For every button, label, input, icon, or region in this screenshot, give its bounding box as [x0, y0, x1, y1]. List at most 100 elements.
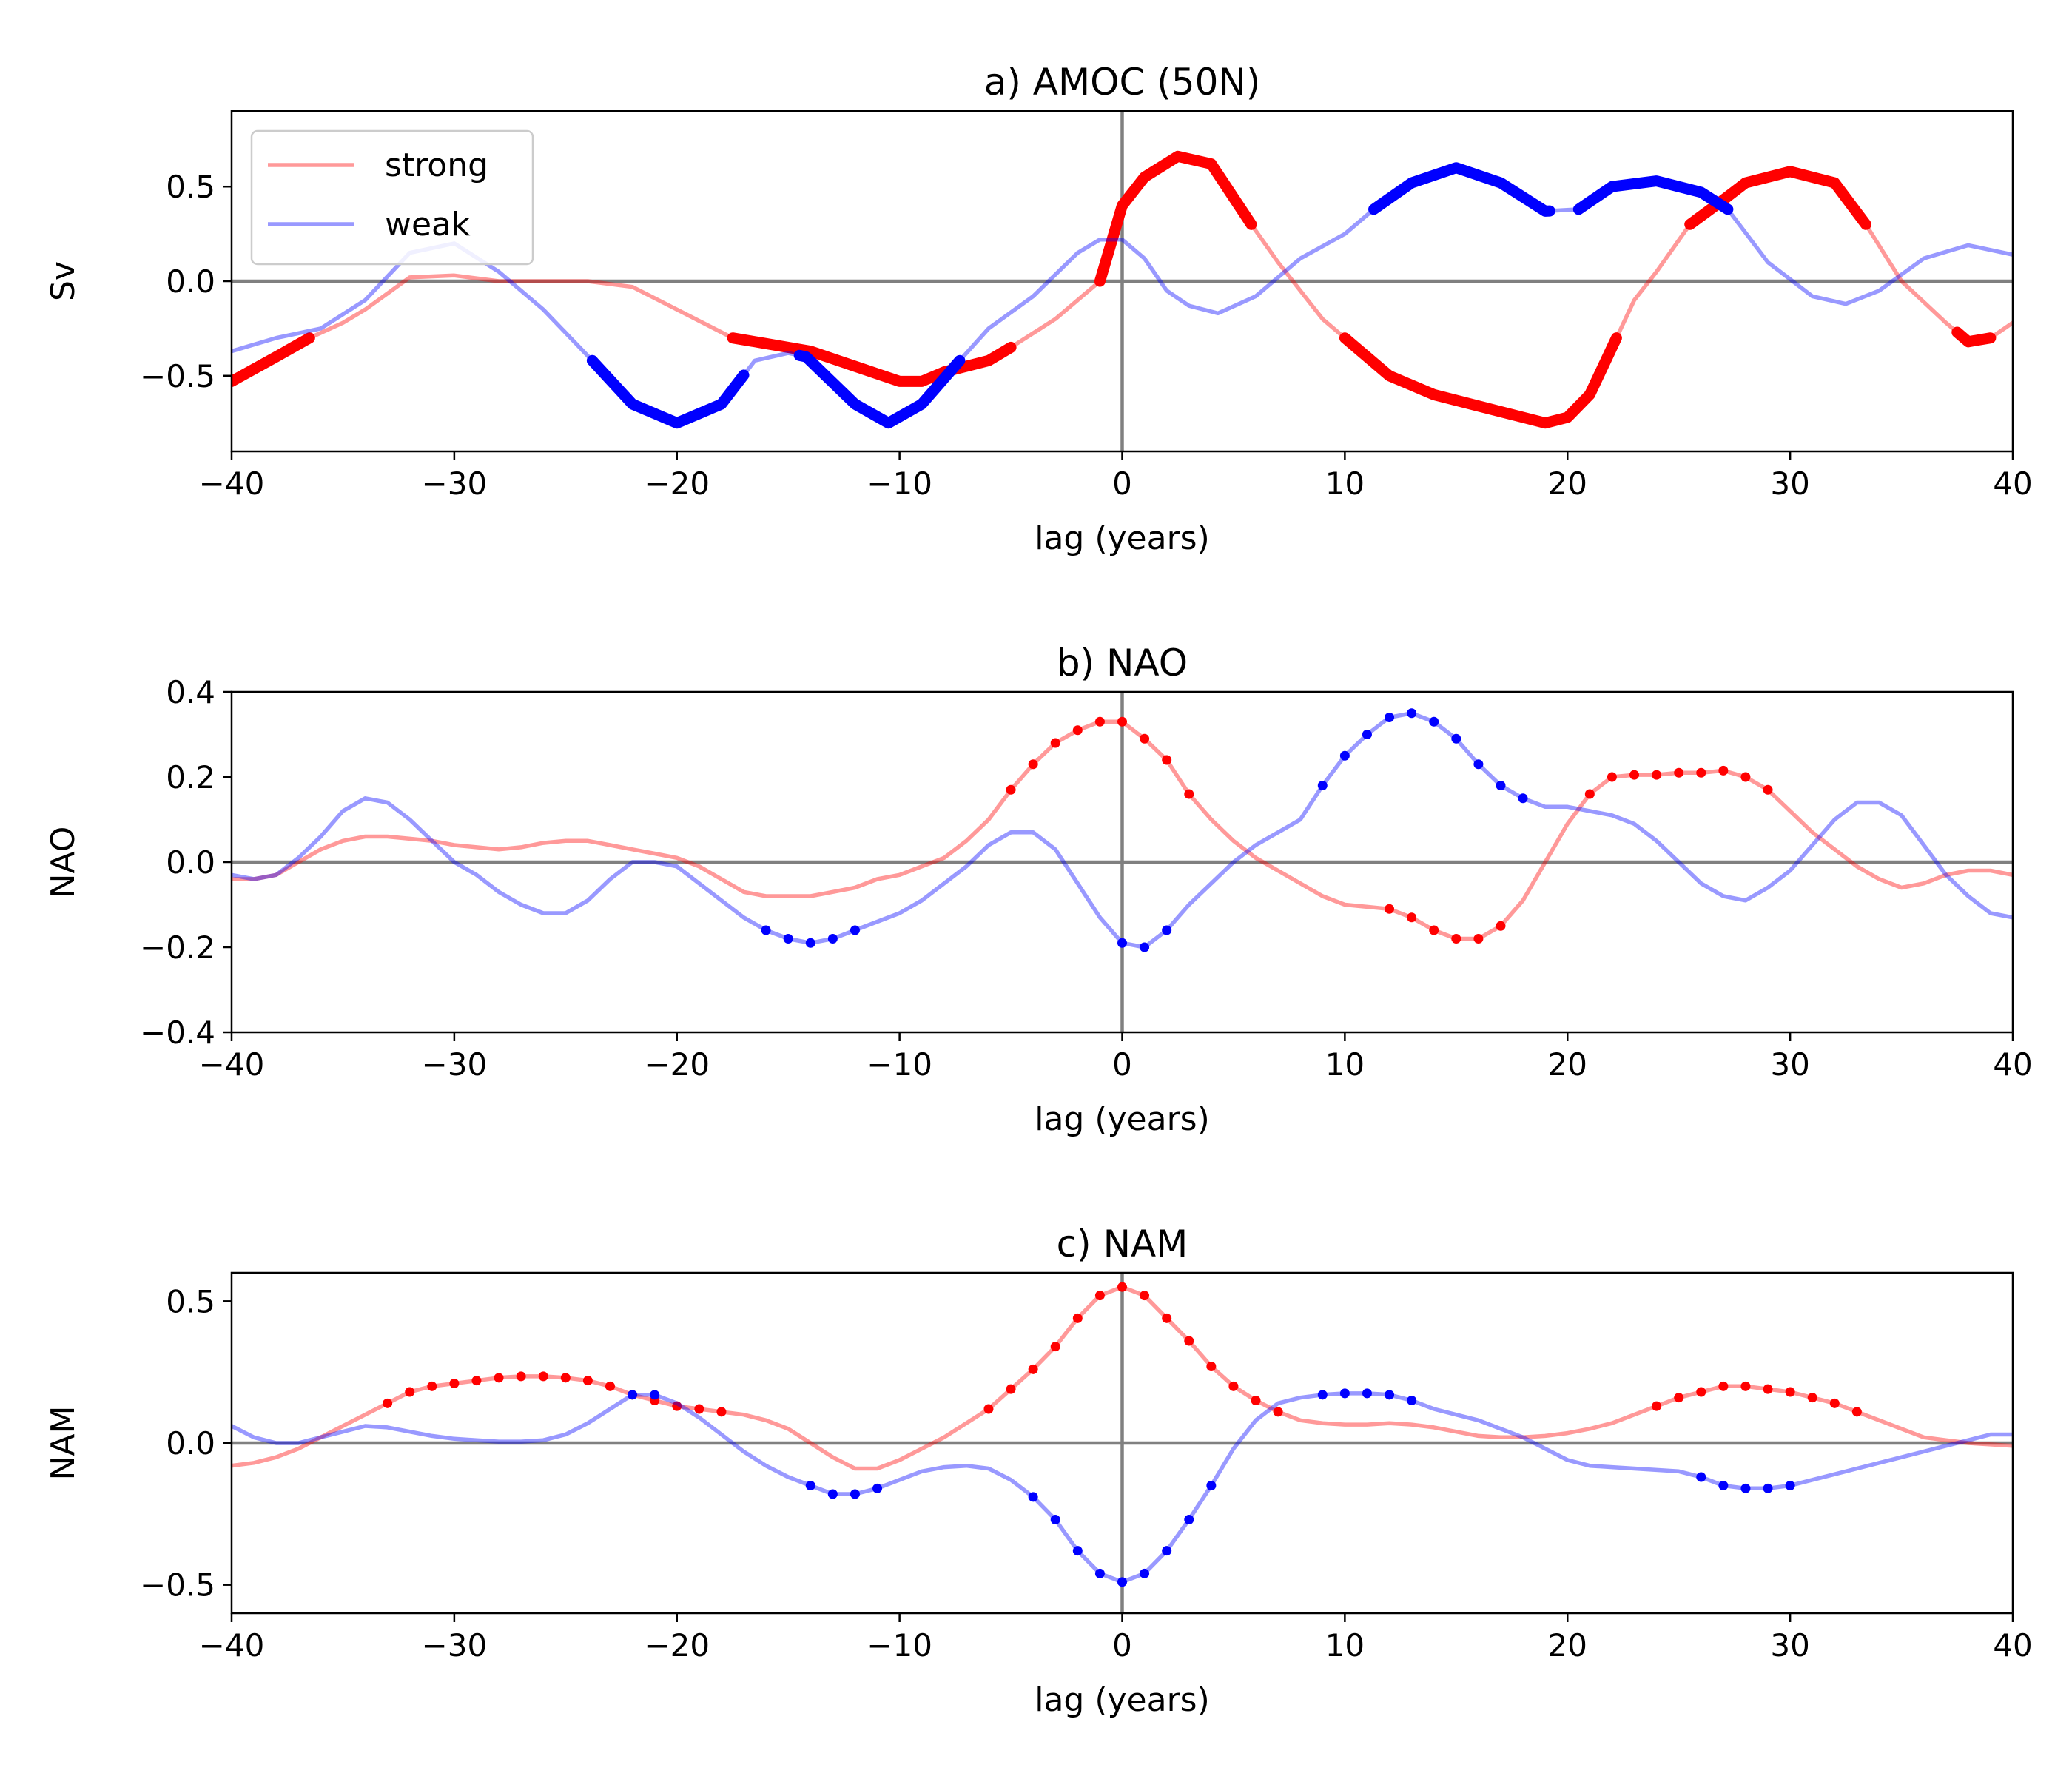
x-tick-label: −40: [199, 1627, 265, 1664]
series-dot-strong: [1807, 1393, 1817, 1403]
series-dot-strong: [1763, 1384, 1773, 1394]
series-dot-strong: [1584, 789, 1595, 799]
series-dot-weak: [805, 1481, 815, 1490]
x-tick-label: 10: [1325, 465, 1365, 502]
series-dot-strong: [1407, 912, 1417, 923]
x-tick-label: −30: [422, 465, 488, 502]
series-dot-strong: [427, 1381, 437, 1391]
series-dot-strong: [1184, 1336, 1194, 1346]
series-dot-strong: [1829, 1398, 1840, 1408]
series-highlight-weak: [793, 349, 966, 429]
series-highlight-strong: [1339, 332, 1622, 429]
series-dot-weak: [1496, 781, 1506, 790]
x-axis-label: lag (years): [1035, 1681, 1210, 1719]
y-axis-label: Sv: [44, 261, 82, 301]
series-dot-strong: [1674, 1393, 1684, 1403]
series-dot-weak: [1206, 1481, 1217, 1490]
x-tick-label: −20: [644, 1046, 710, 1083]
plot-area: [232, 708, 2013, 952]
series-dot-strong: [1117, 1282, 1127, 1292]
legend-label-weak: weak: [385, 206, 471, 243]
x-tick-label: −30: [422, 1627, 488, 1664]
plot-area: [232, 1282, 2013, 1587]
series-dot-strong: [1094, 1291, 1105, 1301]
series-dot-weak: [850, 1489, 860, 1499]
series-dot-strong: [1028, 1364, 1038, 1374]
series-dot-weak: [650, 1390, 660, 1400]
series-dot-weak: [1740, 1483, 1751, 1493]
series-dot-weak: [1339, 750, 1350, 761]
panel-amoc: −40 −30 −20 −10 0 10 20 30 40 −0.5 0.0 0.5 a) AMOC (…: [44, 61, 2033, 557]
series-dot-weak: [1407, 1396, 1417, 1405]
series-dot-strong: [983, 1404, 994, 1414]
x-tick-label: 10: [1325, 1046, 1365, 1083]
series-dot-strong: [1674, 767, 1684, 778]
series-dot-strong: [1140, 1291, 1150, 1301]
series-dot-strong: [449, 1379, 460, 1388]
series-dot-strong: [560, 1373, 571, 1383]
series-dot-strong: [1652, 770, 1662, 780]
series-highlight-weak: [1572, 175, 1734, 215]
series-dot-weak: [783, 934, 793, 944]
series-dot-strong: [405, 1387, 415, 1397]
series-dot-strong: [1006, 784, 1016, 795]
series-dot-strong: [1162, 755, 1172, 765]
series-dot-strong: [516, 1371, 526, 1382]
series-dot-strong: [1206, 1362, 1217, 1371]
x-tick-label: 20: [1548, 1046, 1587, 1083]
y-tick-label: 0.4: [166, 674, 215, 710]
series-dot-strong: [1072, 1313, 1083, 1323]
series-dot-weak: [1385, 1390, 1395, 1400]
x-axis-label: lag (years): [1035, 1100, 1210, 1138]
series-dot-weak: [1317, 1390, 1328, 1400]
series-dot-strong: [1117, 716, 1127, 727]
series-dot-strong: [1718, 765, 1729, 776]
y-axis-label: NAO: [44, 827, 82, 898]
series-dot-strong: [1094, 716, 1105, 727]
series-dot-strong: [605, 1381, 615, 1391]
series-dot-strong: [538, 1371, 548, 1382]
series-dot-strong: [1028, 759, 1038, 770]
series-highlight-strong: [1951, 326, 1997, 348]
series-dot-weak: [1162, 925, 1172, 935]
y-tick-label: 0.5: [166, 1283, 215, 1319]
x-tick-label: 0: [1112, 1627, 1132, 1664]
series-highlight-strong: [727, 332, 1017, 387]
y-tick-label: 0.0: [166, 844, 215, 881]
series-highlight-weak: [1368, 162, 1555, 217]
series-dot-strong: [672, 1401, 682, 1411]
series-dot-weak: [1518, 793, 1528, 804]
x-tick-label: −40: [199, 1046, 265, 1083]
y-tick-label: −0.2: [140, 929, 215, 966]
series-dot-strong: [1162, 1313, 1172, 1323]
legend-box: [250, 130, 534, 266]
series-dot-weak: [1473, 759, 1484, 770]
x-tick-label: 40: [1993, 1627, 2032, 1664]
x-tick-label: −10: [867, 1046, 932, 1083]
x-axis-label: lag (years): [1035, 519, 1210, 557]
y-tick-label: 0.2: [166, 759, 215, 796]
series-dot-strong: [1140, 733, 1150, 744]
series-dot-strong: [1652, 1401, 1662, 1411]
series-dot-weak: [805, 938, 815, 948]
x-tick-label: 30: [1770, 1627, 1809, 1664]
series-dot-strong: [1473, 934, 1484, 944]
series-dot-weak: [1407, 708, 1417, 719]
series-dot-weak: [1140, 1568, 1150, 1578]
series-highlight-strong: [232, 332, 315, 387]
y-tick-label: −0.4: [140, 1015, 215, 1051]
x-tick-label: 30: [1770, 465, 1809, 502]
series-dot-weak: [1162, 1546, 1172, 1556]
series-dot-strong: [1251, 1396, 1261, 1405]
x-tick-label: 30: [1770, 1046, 1809, 1083]
series-dot-weak: [872, 1483, 883, 1493]
chart-title: c) NAM: [1057, 1222, 1188, 1265]
x-tick-label: −40: [199, 465, 265, 502]
series-dot-weak: [628, 1390, 638, 1400]
y-tick-label: −0.5: [140, 358, 215, 394]
series-dot-strong: [1607, 772, 1617, 782]
series-dot-weak: [827, 1489, 838, 1499]
legend-label-strong: strong: [385, 147, 488, 184]
series-dot-weak: [761, 925, 771, 935]
